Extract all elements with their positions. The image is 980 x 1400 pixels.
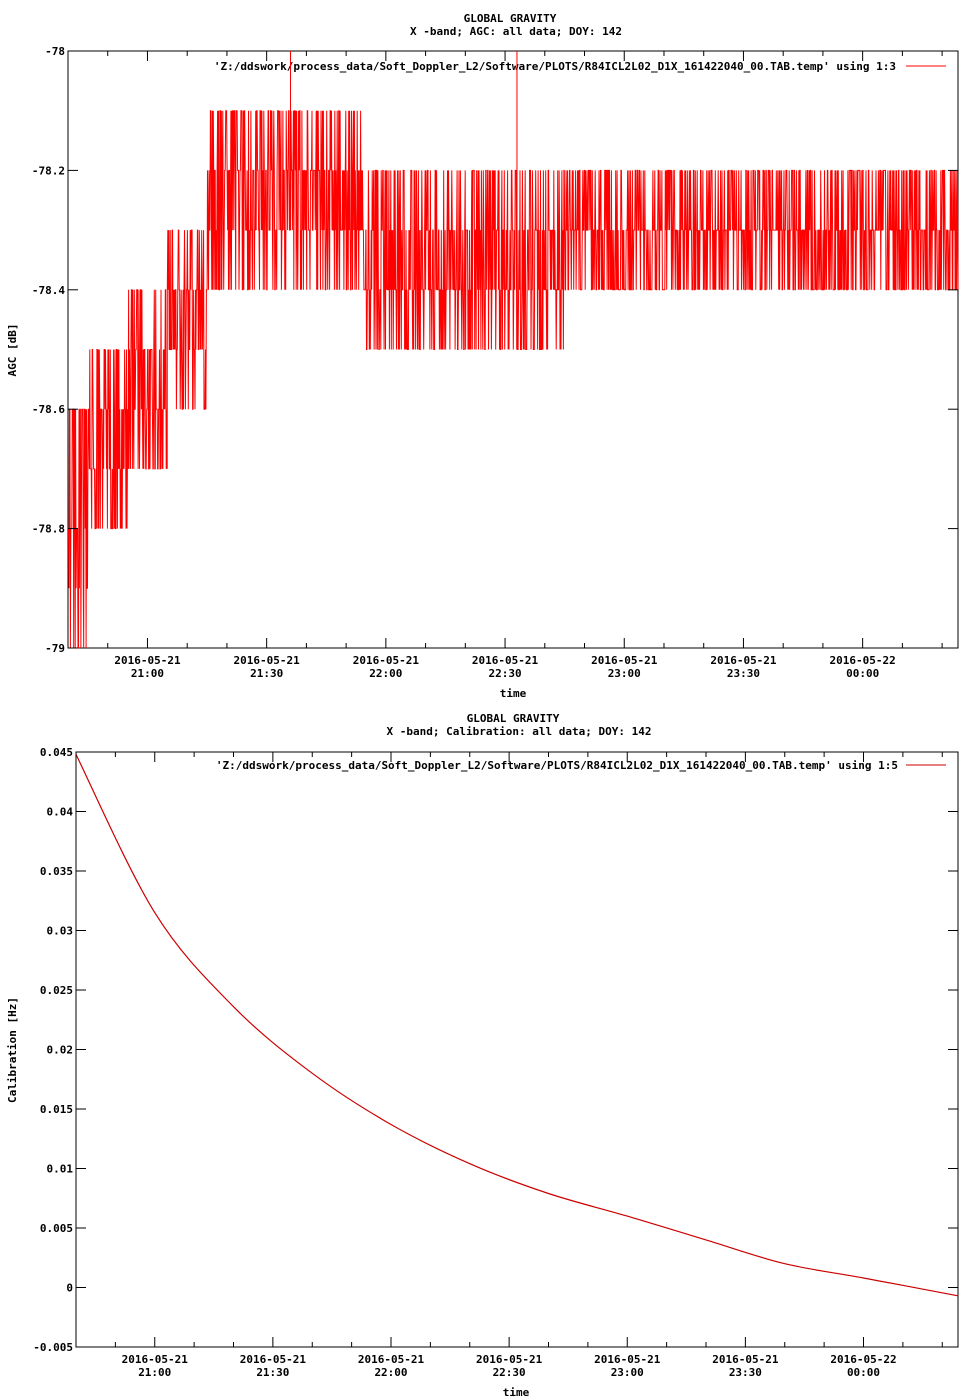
agc-chart-title: GLOBAL GRAVITY bbox=[464, 12, 557, 25]
calibration-ytick-label: -0.005 bbox=[33, 1341, 73, 1354]
agc-xtick-date: 2016-05-21 bbox=[234, 654, 301, 667]
agc-chart-xlabel: time bbox=[500, 687, 527, 700]
agc-xtick-time: 22:00 bbox=[369, 667, 402, 680]
agc-plot-frame bbox=[67, 50, 959, 649]
agc-xtick-time: 22:30 bbox=[488, 667, 521, 680]
agc-ytick-label: -78.6 bbox=[32, 403, 65, 416]
calibration-legend-label: 'Z:/ddswork/process_data/Soft_Doppler_L2… bbox=[216, 759, 898, 772]
calibration-xtick-date: 2016-05-21 bbox=[240, 1353, 307, 1366]
calibration-axes-layer: 0.045 0.04 0.035 0.03 0.025 0.02 0.015 0.01 0.00… bbox=[33, 746, 958, 1379]
calibration-xtick-date: 2016-05-21 bbox=[594, 1353, 661, 1366]
calibration-xtick-date: 2016-05-21 bbox=[122, 1353, 189, 1366]
agc-xtick-date: 2016-05-22 bbox=[830, 654, 896, 667]
calibration-xtick-date: 2016-05-21 bbox=[476, 1353, 543, 1366]
agc-xtick-time: 23:00 bbox=[608, 667, 641, 680]
calibration-ytick-label: 0.045 bbox=[40, 746, 73, 759]
calibration-ytick-label: 0 bbox=[66, 1282, 73, 1295]
calibration-ytick-label: 0.03 bbox=[47, 925, 74, 938]
agc-xtick-date: 2016-05-21 bbox=[591, 654, 658, 667]
agc-ytick-label: -78.2 bbox=[32, 164, 65, 177]
calibration-ytick-label: 0.02 bbox=[47, 1044, 74, 1057]
agc-xtick-time: 23:30 bbox=[727, 667, 760, 680]
calibration-plot-frame bbox=[75, 751, 959, 1348]
calibration-ytick-label: 0.015 bbox=[40, 1103, 73, 1116]
calibration-ytick-label: 0.005 bbox=[40, 1222, 73, 1235]
agc-ytick-label: -78 bbox=[45, 45, 65, 58]
calibration-series-line bbox=[75, 754, 959, 1297]
calibration-xtick-date: 2016-05-21 bbox=[358, 1353, 425, 1366]
agc-xtick-date: 2016-05-21 bbox=[710, 654, 777, 667]
calibration-xtick-date: 2016-05-21 bbox=[712, 1353, 779, 1366]
agc-xtick-time: 21:00 bbox=[131, 667, 164, 680]
agc-xtick-date: 2016-05-21 bbox=[353, 654, 420, 667]
agc-legend-label: 'Z:/ddswork/process_data/Soft_Doppler_L2… bbox=[214, 60, 896, 73]
calibration-ytick-label: 0.035 bbox=[40, 865, 73, 878]
agc-xtick-date: 2016-05-21 bbox=[472, 654, 539, 667]
calibration-chart-ylabel: Calibration [Hz] bbox=[6, 997, 19, 1103]
agc-xtick-time: 00:00 bbox=[846, 667, 879, 680]
calibration-ytick-label: 0.025 bbox=[40, 984, 73, 997]
calibration-ytick-label: 0.04 bbox=[47, 806, 74, 819]
agc-series-line bbox=[68, 110, 959, 649]
calibration-xtick-time: 23:30 bbox=[729, 1366, 762, 1379]
calibration-chart-title: GLOBAL GRAVITY bbox=[467, 712, 560, 725]
agc-data-layer bbox=[68, 51, 959, 649]
calibration-chart-subtitle: X -band; Calibration: all data; DOY: 142 bbox=[387, 725, 652, 738]
calibration-xtick-date: 2016-05-22 bbox=[830, 1353, 896, 1366]
agc-xtick-date: 2016-05-21 bbox=[114, 654, 181, 667]
agc-ytick-label: -78.8 bbox=[32, 523, 65, 536]
agc-xtick-time: 21:30 bbox=[250, 667, 283, 680]
calibration-xtick-time: 21:00 bbox=[138, 1366, 171, 1379]
agc-ytick-label: -79 bbox=[45, 642, 65, 655]
calibration-xtick-time: 23:00 bbox=[611, 1366, 644, 1379]
agc-ytick-label: -78.4 bbox=[32, 284, 65, 297]
agc-chart-ylabel: AGC [dB] bbox=[6, 324, 19, 377]
calibration-xtick-time: 00:00 bbox=[847, 1366, 880, 1379]
calibration-data-layer bbox=[75, 754, 959, 1297]
agc-axes-layer: -78-78.2-78.4-78.6-78.8-792016-05-2121:0… bbox=[32, 45, 958, 680]
agc-chart-subtitle: X -band; AGC: all data; DOY: 142 bbox=[410, 25, 622, 38]
calibration-ytick-label: 0.01 bbox=[47, 1163, 74, 1176]
calibration-chart-xlabel: time bbox=[503, 1386, 530, 1399]
calibration-chart: GLOBAL GRAVITY X -band; Calibration: all… bbox=[6, 712, 959, 1399]
calibration-xtick-time: 21:30 bbox=[256, 1366, 289, 1379]
calibration-xtick-time: 22:30 bbox=[493, 1366, 526, 1379]
agc-chart: GLOBAL GRAVITY X -band; AGC: all data; D… bbox=[6, 12, 959, 700]
calibration-xtick-time: 22:00 bbox=[374, 1366, 407, 1379]
